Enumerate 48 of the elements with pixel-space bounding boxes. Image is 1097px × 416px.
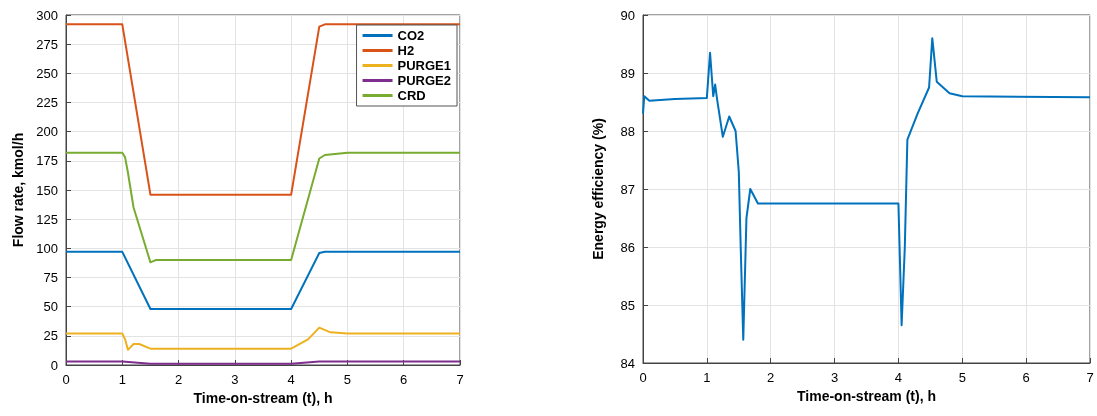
y-tick-label: 250	[36, 65, 58, 81]
y-tick-label: 84	[620, 355, 635, 371]
x-tick-label: 0	[639, 370, 647, 385]
y-tick-label: 89	[620, 65, 635, 81]
x-tick-label: 1	[118, 372, 126, 387]
y-tick-label: 125	[36, 211, 58, 227]
x-tick-label: 5	[958, 370, 966, 385]
x-tick-label: 6	[400, 372, 408, 387]
x-axis-title: Time-on-stream (t), h	[193, 389, 333, 406]
y-tick-label: 85	[620, 297, 635, 313]
legend-label: CRD	[397, 88, 426, 103]
y-tick-label: 100	[36, 240, 58, 256]
x-tick-label: 0	[62, 372, 70, 387]
x-tick-label: 2	[174, 372, 183, 387]
x-tick-label: 4	[287, 372, 295, 387]
y-tick-label: 200	[36, 124, 58, 140]
y-tick-label: 150	[36, 182, 58, 198]
x-tick-label: 3	[231, 372, 239, 387]
x-tick-label: 7	[1086, 370, 1094, 385]
y-tick-label: 300	[36, 7, 58, 23]
line-series	[65, 151, 461, 264]
legend-label: H2	[397, 43, 415, 58]
x-axis-title: Time-on-stream (t), h	[797, 387, 936, 404]
x-tick-label: 2	[767, 370, 775, 385]
y-tick-label: 75	[43, 270, 58, 285]
y-tick-label: 225	[36, 95, 58, 110]
y-axis-title: Energy efficiency (%)	[590, 118, 606, 260]
y-tick-label: 50	[43, 299, 58, 315]
y-tick-label: 25	[43, 328, 58, 344]
x-tick-label: 3	[830, 370, 839, 385]
legend-label: PURGE2	[397, 73, 452, 88]
y-axis-title: Flow rate, kmol/h	[10, 132, 27, 248]
x-tick-label: 6	[1022, 370, 1030, 385]
y-tick-label: 90	[620, 7, 635, 23]
y-tick-label: 88	[620, 123, 635, 139]
y-tick-label: 0	[50, 357, 58, 373]
legend-label: CO2	[397, 28, 425, 43]
y-tick-label: 175	[36, 153, 58, 169]
line-series	[65, 326, 461, 351]
y-tick-label: 87	[620, 181, 635, 197]
line-series	[642, 37, 1091, 341]
x-tick-label: 4	[894, 370, 903, 385]
legend-label: PURGE1	[397, 58, 452, 73]
x-tick-label: 5	[343, 372, 352, 387]
y-tick-label: 86	[620, 239, 635, 255]
x-tick-label: 7	[456, 372, 464, 387]
x-tick-label: 1	[703, 370, 711, 385]
y-tick-label: 275	[36, 36, 58, 52]
